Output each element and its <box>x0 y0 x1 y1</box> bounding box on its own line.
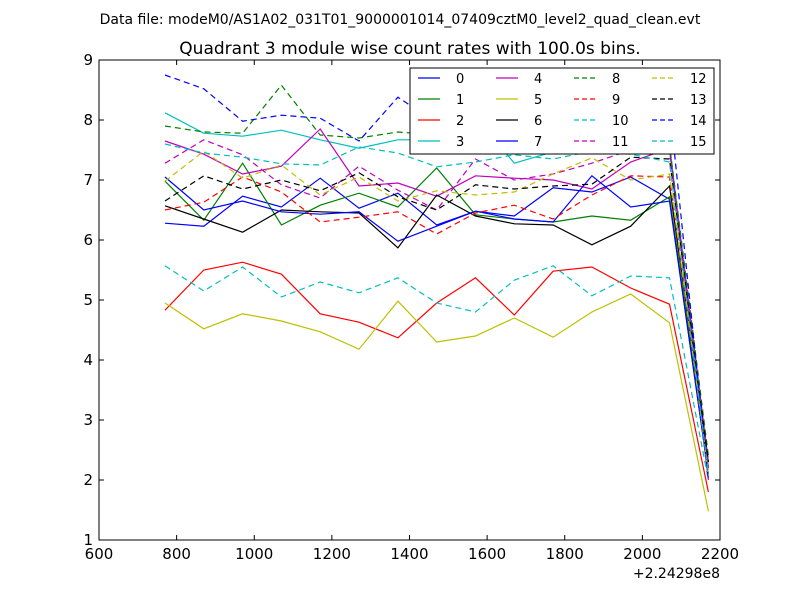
legend-label-1: 1 <box>456 93 464 108</box>
legend-label-12: 12 <box>690 72 707 87</box>
series-line-12 <box>164 150 709 475</box>
legend-label-8: 8 <box>612 72 620 87</box>
legend-label-2: 2 <box>456 114 464 129</box>
series-line-4 <box>164 128 709 481</box>
y-tick-label-7: 7 <box>83 171 93 189</box>
legend-label-9: 9 <box>612 93 620 108</box>
x-tick-label-1400: 1400 <box>390 545 428 563</box>
series-line-5 <box>164 293 709 512</box>
legend-label-14: 14 <box>690 114 707 129</box>
series-line-10 <box>164 265 709 481</box>
x-tick-label-1600: 1600 <box>468 545 506 563</box>
y-tick-label-9: 9 <box>83 51 93 69</box>
legend-label-3: 3 <box>456 135 464 150</box>
y-tick-label-2: 2 <box>83 471 93 489</box>
legend-label-6: 6 <box>534 114 542 129</box>
x-offset-label: +2.24298e8 <box>633 566 720 582</box>
tick-layer: 600 800 1000 1200 1400 1600 1800 2000 2200123456… <box>83 51 739 563</box>
series-line-3 <box>164 112 709 469</box>
legend-label-13: 13 <box>690 93 707 108</box>
legend-label-5: 5 <box>534 93 542 108</box>
legend-label-0: 0 <box>456 72 464 87</box>
x-tick-label-1000: 1000 <box>235 545 273 563</box>
y-tick-label-1: 1 <box>83 531 93 549</box>
series-line-15 <box>164 143 709 475</box>
x-tick-label-600: 600 <box>85 545 114 563</box>
x-tick-label-2200: 2200 <box>701 545 739 563</box>
x-tick-label-1800: 1800 <box>546 545 584 563</box>
legend-box <box>409 67 715 155</box>
legend-label-11: 11 <box>612 135 629 150</box>
y-tick-label-6: 6 <box>83 231 93 249</box>
series-line-0 <box>164 176 709 475</box>
x-tick-label-1200: 1200 <box>313 545 351 563</box>
x-tick-label-800: 800 <box>162 545 191 563</box>
x-tick-label-2000: 2000 <box>623 545 661 563</box>
legend-label-15: 15 <box>690 135 707 150</box>
series-line-1 <box>164 162 709 469</box>
series-line-2 <box>164 261 709 493</box>
legend-label-10: 10 <box>612 114 629 129</box>
y-tick-label-5: 5 <box>83 291 93 309</box>
series-line-7 <box>164 174 709 475</box>
chart-title: Quadrant 3 module wise count rates with … <box>179 39 640 59</box>
series-line-13 <box>164 156 709 463</box>
suptitle: Data file: modeM0/AS1A02_031T01_90000010… <box>100 12 701 28</box>
y-tick-label-8: 8 <box>83 111 93 129</box>
series-line-6 <box>164 184 709 463</box>
y-tick-label-4: 4 <box>83 351 93 369</box>
legend-label-7: 7 <box>534 135 542 150</box>
legend-label-4: 4 <box>534 72 542 87</box>
y-tick-label-3: 3 <box>83 411 93 429</box>
